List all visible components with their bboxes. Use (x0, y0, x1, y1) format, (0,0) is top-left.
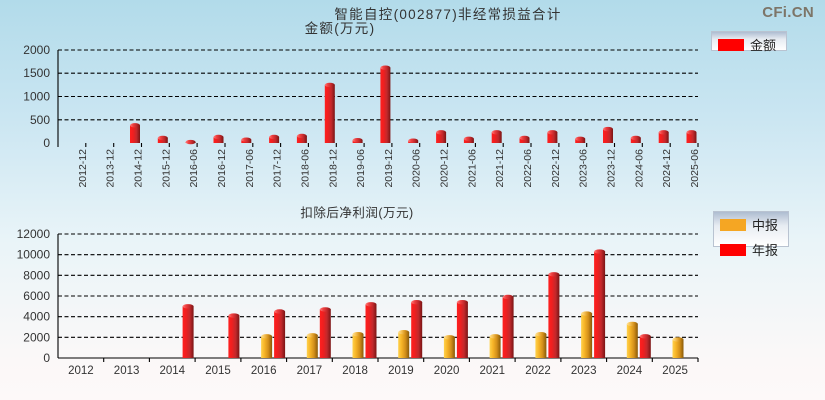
svg-text:2018: 2018 (342, 365, 368, 377)
svg-text:8000: 8000 (23, 268, 50, 282)
svg-text:2014: 2014 (160, 365, 186, 377)
svg-text:2016: 2016 (251, 365, 277, 377)
svg-text:2024-06: 2024-06 (633, 149, 645, 188)
svg-text:2018-06: 2018-06 (299, 149, 311, 188)
svg-text:0: 0 (43, 136, 50, 150)
svg-text:2017: 2017 (297, 365, 323, 377)
svg-text:2021-06: 2021-06 (466, 149, 478, 188)
svg-text:2021: 2021 (480, 365, 506, 377)
svg-text:2020: 2020 (434, 365, 460, 377)
svg-text:2012-12: 2012-12 (77, 149, 89, 188)
svg-text:2019: 2019 (388, 365, 414, 377)
svg-text:10000: 10000 (17, 248, 51, 262)
svg-text:2022-06: 2022-06 (522, 149, 534, 188)
svg-text:2013-12: 2013-12 (105, 149, 117, 188)
svg-text:6000: 6000 (23, 289, 50, 303)
svg-text:2025: 2025 (662, 365, 688, 377)
svg-text:2020-06: 2020-06 (411, 149, 423, 188)
svg-text:2019-06: 2019-06 (355, 149, 367, 188)
svg-text:1500: 1500 (23, 66, 50, 80)
svg-text:2024: 2024 (617, 365, 643, 377)
svg-text:2022: 2022 (525, 365, 551, 377)
svg-text:2021-12: 2021-12 (494, 149, 506, 188)
svg-text:2016-12: 2016-12 (216, 149, 228, 188)
svg-text:智能自控(002877)非经常损益合计: 智能自控(002877)非经常损益合计 (334, 7, 561, 22)
svg-text:2013: 2013 (114, 365, 140, 377)
svg-text:2018-12: 2018-12 (327, 149, 339, 188)
svg-text:2022-12: 2022-12 (550, 149, 562, 188)
svg-text:2017-06: 2017-06 (244, 149, 256, 188)
svg-text:2023-12: 2023-12 (606, 149, 618, 188)
svg-text:2014-12: 2014-12 (133, 149, 145, 188)
svg-text:1000: 1000 (23, 90, 50, 104)
svg-text:4000: 4000 (23, 310, 50, 324)
svg-text:2000: 2000 (23, 43, 50, 57)
svg-text:2012: 2012 (68, 365, 94, 377)
svg-text:12000: 12000 (17, 227, 51, 241)
svg-text:2025-06: 2025-06 (689, 149, 701, 188)
svg-text:2000: 2000 (23, 330, 50, 344)
svg-text:2023: 2023 (571, 365, 597, 377)
svg-text:2019-12: 2019-12 (383, 149, 395, 188)
svg-text:2015-12: 2015-12 (160, 149, 172, 188)
svg-text:扣除后净利润(万元): 扣除后净利润(万元) (300, 205, 413, 220)
svg-text:2016-06: 2016-06 (188, 149, 200, 188)
svg-text:2020-12: 2020-12 (439, 149, 451, 188)
svg-text:2015: 2015 (205, 365, 231, 377)
svg-text:2017-12: 2017-12 (272, 149, 284, 188)
svg-text:2023-06: 2023-06 (578, 149, 590, 188)
svg-text:0: 0 (43, 351, 50, 365)
svg-text:500: 500 (30, 113, 50, 127)
svg-text:金额(万元): 金额(万元) (305, 21, 376, 36)
svg-text:2024-12: 2024-12 (661, 149, 673, 188)
